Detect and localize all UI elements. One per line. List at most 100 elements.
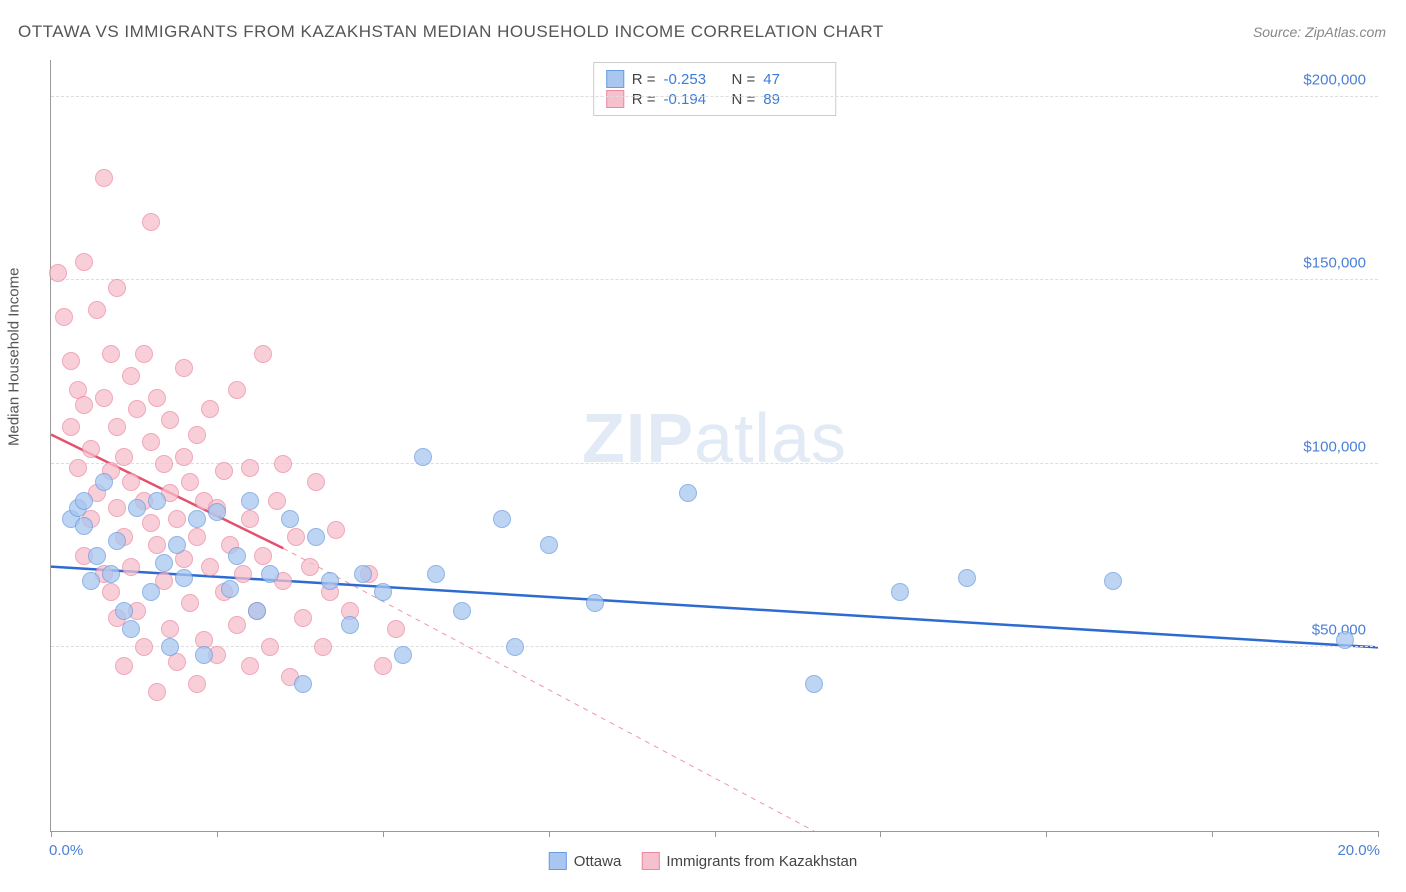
scatter-point — [453, 602, 471, 620]
scatter-point — [307, 528, 325, 546]
scatter-point — [958, 569, 976, 587]
scatter-point — [168, 536, 186, 554]
y-axis-label: $200,000 — [1301, 71, 1368, 88]
y-axis-label: $150,000 — [1301, 255, 1368, 272]
scatter-point — [95, 473, 113, 491]
legend-label: Immigrants from Kazakhstan — [666, 853, 857, 870]
scatter-point — [148, 492, 166, 510]
scatter-point — [95, 169, 113, 187]
scatter-point — [268, 492, 286, 510]
scatter-point — [506, 638, 524, 656]
scatter-point — [414, 448, 432, 466]
x-tick — [880, 831, 881, 837]
scatter-point — [122, 620, 140, 638]
scatter-point — [241, 510, 259, 528]
scatter-point — [274, 455, 292, 473]
scatter-point — [321, 572, 339, 590]
scatter-point — [540, 536, 558, 554]
scatter-point — [281, 510, 299, 528]
scatter-point — [201, 558, 219, 576]
scatter-point — [221, 580, 239, 598]
stats-row: R =-0.253N =47 — [606, 70, 824, 88]
scatter-point — [62, 418, 80, 436]
scatter-point — [188, 528, 206, 546]
legend-swatch — [549, 852, 567, 870]
scatter-point — [374, 657, 392, 675]
scatter-point — [142, 433, 160, 451]
scatter-point — [294, 609, 312, 627]
gridline — [51, 646, 1378, 647]
scatter-point — [493, 510, 511, 528]
scatter-point — [82, 440, 100, 458]
scatter-point — [115, 448, 133, 466]
scatter-point — [148, 683, 166, 701]
watermark: ZIPatlas — [582, 398, 847, 478]
x-tick — [217, 831, 218, 837]
scatter-point — [228, 381, 246, 399]
stats-row: R =-0.194N =89 — [606, 90, 824, 108]
x-axis-label-min: 0.0% — [49, 842, 83, 859]
scatter-point — [248, 602, 266, 620]
scatter-point — [161, 638, 179, 656]
scatter-point — [241, 459, 259, 477]
scatter-point — [394, 646, 412, 664]
scatter-point — [135, 345, 153, 363]
scatter-point — [161, 411, 179, 429]
scatter-point — [122, 367, 140, 385]
scatter-point — [128, 400, 146, 418]
scatter-point — [261, 638, 279, 656]
x-tick — [715, 831, 716, 837]
gridline — [51, 96, 1378, 97]
chart-title: OTTAWA VS IMMIGRANTS FROM KAZAKHSTAN MED… — [18, 22, 884, 42]
scatter-point — [88, 301, 106, 319]
scatter-point — [155, 455, 173, 473]
x-axis-label-max: 20.0% — [1337, 842, 1380, 859]
scatter-point — [49, 264, 67, 282]
scatter-point — [142, 583, 160, 601]
scatter-point — [175, 448, 193, 466]
scatter-point — [168, 510, 186, 528]
scatter-point — [175, 569, 193, 587]
legend-swatch — [606, 90, 624, 108]
gridline — [51, 279, 1378, 280]
scatter-point — [75, 396, 93, 414]
scatter-point — [195, 646, 213, 664]
scatter-point — [586, 594, 604, 612]
y-axis-label: $100,000 — [1301, 438, 1368, 455]
regression-lines — [51, 60, 1378, 831]
scatter-point — [128, 499, 146, 517]
legend-swatch — [641, 852, 659, 870]
scatter-point — [261, 565, 279, 583]
x-tick — [51, 831, 52, 837]
stats-legend: R =-0.253N =47 R =-0.194N =89 — [593, 62, 837, 116]
scatter-point — [115, 657, 133, 675]
scatter-point — [88, 547, 106, 565]
scatter-point — [188, 675, 206, 693]
scatter-point — [181, 473, 199, 491]
legend-item: Ottawa — [549, 852, 622, 870]
scatter-point — [102, 345, 120, 363]
scatter-point — [175, 359, 193, 377]
y-axis-title: Median Household Income — [6, 268, 23, 446]
scatter-point — [108, 499, 126, 517]
scatter-point — [135, 638, 153, 656]
scatter-point — [148, 536, 166, 554]
series-legend: Ottawa Immigrants from Kazakhstan — [549, 852, 857, 870]
scatter-point — [228, 616, 246, 634]
scatter-point — [188, 510, 206, 528]
scatter-point — [55, 308, 73, 326]
legend-swatch — [606, 70, 624, 88]
scatter-point — [108, 279, 126, 297]
x-tick — [1212, 831, 1213, 837]
scatter-point — [327, 521, 345, 539]
scatter-point — [142, 213, 160, 231]
scatter-point — [228, 547, 246, 565]
scatter-point — [201, 400, 219, 418]
source-label: Source: ZipAtlas.com — [1253, 24, 1386, 40]
x-tick — [549, 831, 550, 837]
scatter-point — [75, 517, 93, 535]
scatter-point — [142, 514, 160, 532]
scatter-point — [155, 554, 173, 572]
scatter-point — [62, 352, 80, 370]
scatter-point — [241, 657, 259, 675]
